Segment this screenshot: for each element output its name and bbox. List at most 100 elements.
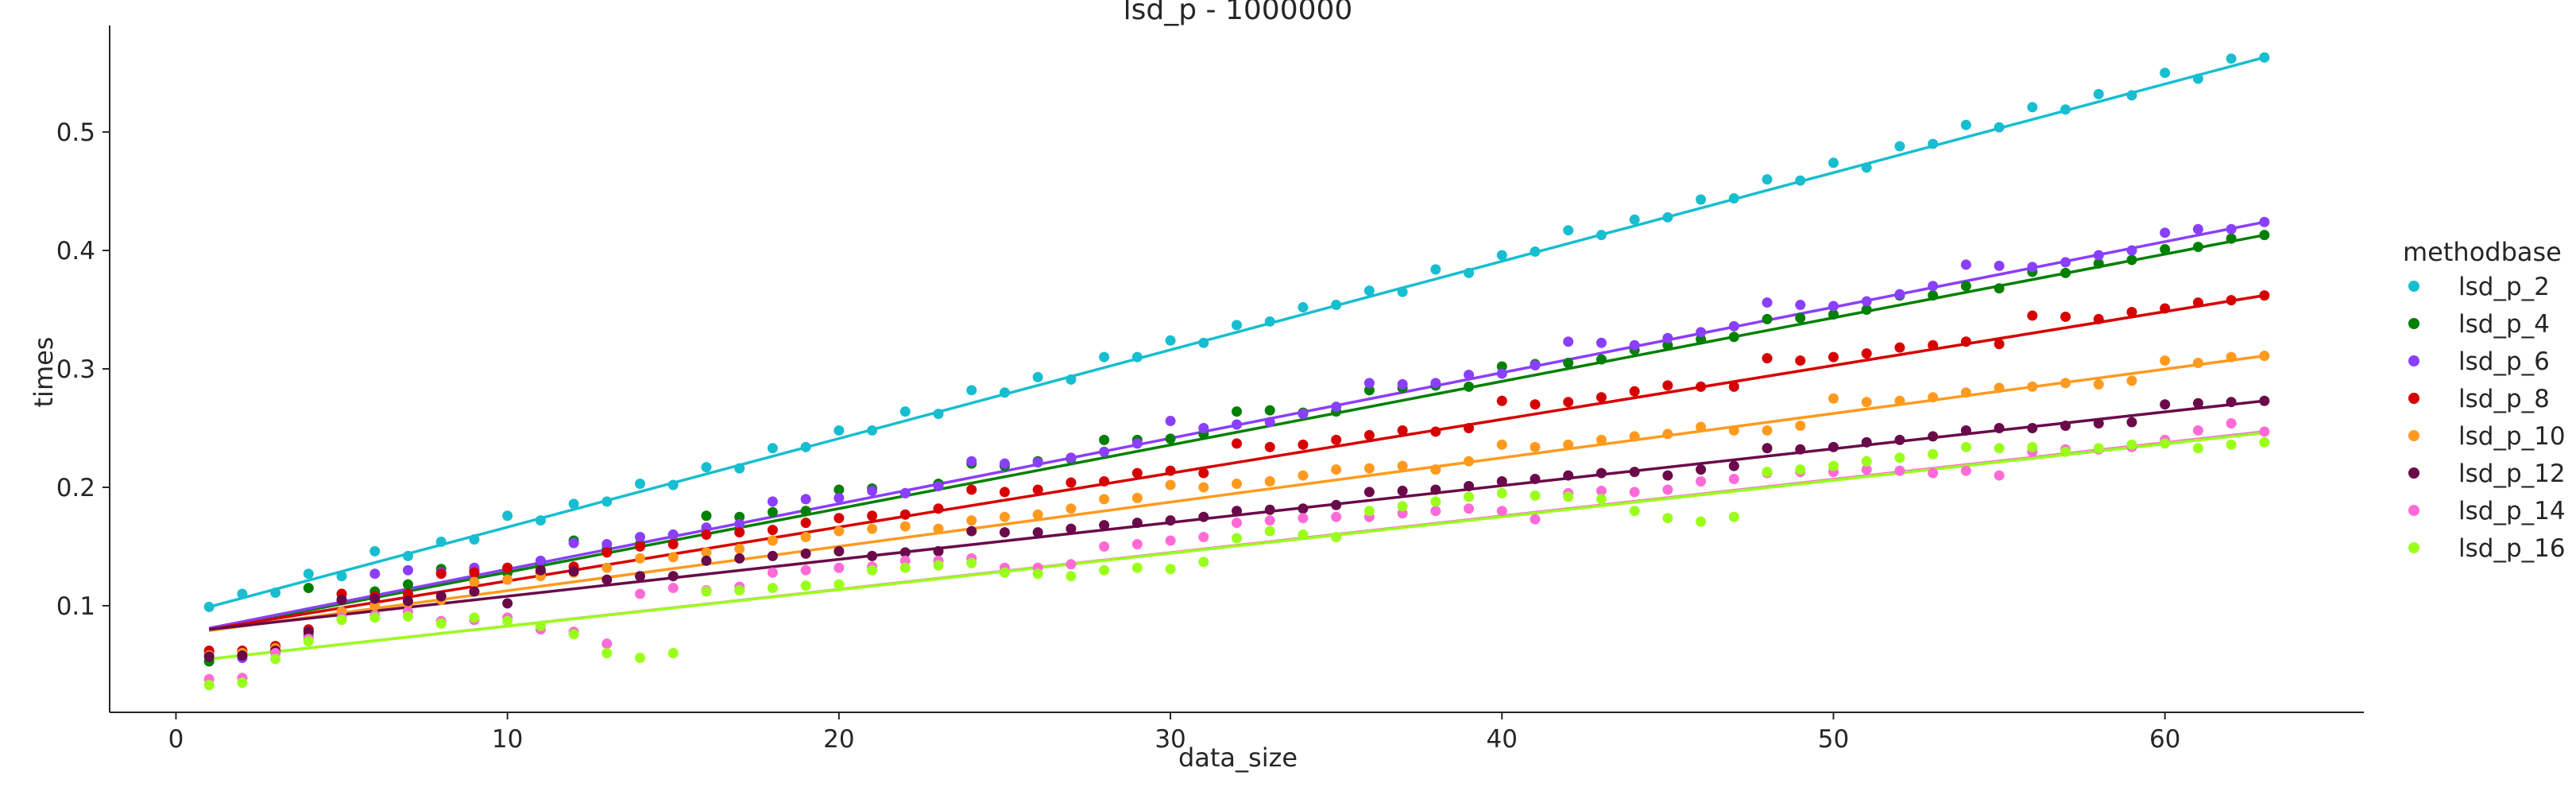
point-lsd_p_2 xyxy=(1232,320,1242,331)
point-lsd_p_12 xyxy=(834,545,845,556)
point-lsd_p_4 xyxy=(767,506,778,518)
legend-label-lsd_p_8: lsd_p_8 xyxy=(2458,385,2550,413)
point-lsd_p_8 xyxy=(2093,313,2104,324)
point-lsd_p_6 xyxy=(568,537,579,549)
point-lsd_p_6 xyxy=(1430,378,1441,389)
point-lsd_p_8 xyxy=(435,568,447,580)
y-tick-label: 0.5 xyxy=(56,118,95,147)
point-lsd_p_6 xyxy=(1397,378,1408,390)
point-lsd_p_16 xyxy=(2060,446,2071,457)
x-tick-label: 40 xyxy=(1487,725,1518,754)
point-lsd_p_12 xyxy=(1165,515,1176,526)
point-lsd_p_10 xyxy=(767,535,778,546)
point-lsd_p_4 xyxy=(2126,254,2137,266)
point-lsd_p_6 xyxy=(867,485,878,496)
point-lsd_p_8 xyxy=(1928,339,1939,351)
point-lsd_p_10 xyxy=(1165,479,1176,491)
point-lsd_p_10 xyxy=(1894,395,1905,406)
point-lsd_p_12 xyxy=(502,598,513,609)
legend-label-lsd_p_2: lsd_p_2 xyxy=(2458,273,2550,301)
point-lsd_p_10 xyxy=(1066,503,1077,514)
point-lsd_p_6 xyxy=(800,494,811,505)
point-lsd_p_4 xyxy=(2060,267,2071,278)
point-lsd_p_6 xyxy=(2126,245,2137,256)
point-lsd_p_16 xyxy=(203,680,215,691)
point-lsd_p_12 xyxy=(2226,397,2237,408)
point-lsd_p_2 xyxy=(1331,300,1342,311)
point-lsd_p_2 xyxy=(601,496,613,507)
point-lsd_p_8 xyxy=(2160,303,2171,314)
point-lsd_p_16 xyxy=(1894,452,1905,463)
point-lsd_p_12 xyxy=(999,527,1010,538)
point-lsd_p_10 xyxy=(1331,464,1342,475)
point-lsd_p_6 xyxy=(1762,297,1773,308)
point-lsd_p_8 xyxy=(2060,311,2071,322)
point-lsd_p_2 xyxy=(1894,141,1905,152)
point-lsd_p_2 xyxy=(867,425,878,436)
point-lsd_p_14 xyxy=(1331,511,1342,522)
point-lsd_p_6 xyxy=(1066,452,1077,463)
point-lsd_p_8 xyxy=(800,518,811,529)
point-lsd_p_2 xyxy=(701,462,712,473)
point-lsd_p_2 xyxy=(1397,286,1408,297)
point-lsd_p_10 xyxy=(2192,358,2203,369)
point-lsd_p_16 xyxy=(1563,491,1574,502)
point-lsd_p_2 xyxy=(1131,351,1143,363)
point-lsd_p_4 xyxy=(1464,381,1475,392)
x-tick-label: 0 xyxy=(168,725,184,754)
point-lsd_p_8 xyxy=(1331,434,1342,445)
point-lsd_p_2 xyxy=(369,545,381,556)
point-lsd_p_16 xyxy=(237,677,248,688)
point-lsd_p_10 xyxy=(1861,397,1872,408)
point-lsd_p_8 xyxy=(1994,339,2005,350)
point-lsd_p_16 xyxy=(2093,443,2104,454)
point-lsd_p_6 xyxy=(2192,223,2203,235)
point-lsd_p_2 xyxy=(1595,230,1607,241)
point-lsd_p_2 xyxy=(1530,246,1541,258)
point-lsd_p_16 xyxy=(568,629,579,640)
point-lsd_p_10 xyxy=(1530,441,1541,452)
point-lsd_p_14 xyxy=(2259,426,2270,437)
point-lsd_p_8 xyxy=(635,541,646,552)
point-lsd_p_4 xyxy=(1861,304,1872,316)
point-lsd_p_2 xyxy=(1496,250,1507,261)
point-lsd_p_10 xyxy=(1099,494,1110,505)
legend-marker-lsd_p_12 xyxy=(2408,467,2419,479)
point-lsd_p_10 xyxy=(1131,492,1143,503)
point-lsd_p_8 xyxy=(1629,386,1640,397)
point-lsd_p_10 xyxy=(1696,421,1707,432)
point-lsd_p_12 xyxy=(867,550,878,561)
point-lsd_p_2 xyxy=(1795,175,1806,186)
point-lsd_p_16 xyxy=(336,615,347,626)
point-lsd_p_2 xyxy=(2126,90,2137,101)
point-lsd_p_14 xyxy=(1198,532,1209,543)
point-lsd_p_8 xyxy=(1762,353,1773,364)
point-lsd_p_8 xyxy=(1397,425,1408,436)
point-lsd_p_14 xyxy=(1496,506,1507,517)
point-lsd_p_16 xyxy=(303,636,314,647)
point-lsd_p_10 xyxy=(1662,429,1673,440)
x-tick-label: 30 xyxy=(1155,725,1186,754)
point-lsd_p_16 xyxy=(1960,441,1971,452)
point-lsd_p_14 xyxy=(800,564,811,576)
point-lsd_p_12 xyxy=(767,550,778,561)
point-lsd_p_4 xyxy=(1232,406,1242,417)
point-lsd_p_14 xyxy=(1960,465,1971,476)
point-lsd_p_10 xyxy=(635,553,646,564)
point-lsd_p_16 xyxy=(1131,562,1143,573)
point-lsd_p_14 xyxy=(1994,470,2005,481)
point-lsd_p_6 xyxy=(1629,339,1640,351)
point-lsd_p_10 xyxy=(933,523,944,534)
point-lsd_p_14 xyxy=(1662,484,1673,495)
point-lsd_p_10 xyxy=(1994,382,2005,394)
point-lsd_p_10 xyxy=(2093,378,2104,390)
point-lsd_p_14 xyxy=(667,583,679,594)
point-lsd_p_14 xyxy=(1066,559,1077,570)
point-lsd_p_16 xyxy=(1198,556,1209,568)
point-lsd_p_8 xyxy=(1828,351,1839,363)
y-tick-label: 0.2 xyxy=(56,474,95,502)
point-lsd_p_10 xyxy=(1629,431,1640,442)
point-lsd_p_16 xyxy=(899,562,911,573)
point-lsd_p_12 xyxy=(1795,444,1806,455)
point-lsd_p_10 xyxy=(1828,393,1839,404)
